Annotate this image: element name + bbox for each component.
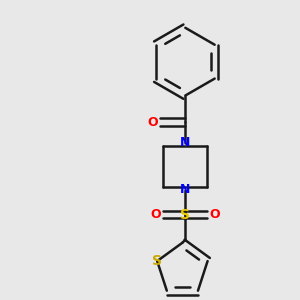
Text: O: O — [148, 116, 158, 128]
Text: O: O — [151, 208, 161, 221]
Text: N: N — [180, 136, 190, 149]
Text: S: S — [152, 254, 162, 268]
Text: N: N — [180, 183, 190, 196]
Text: S: S — [180, 208, 190, 222]
Text: O: O — [209, 208, 220, 221]
